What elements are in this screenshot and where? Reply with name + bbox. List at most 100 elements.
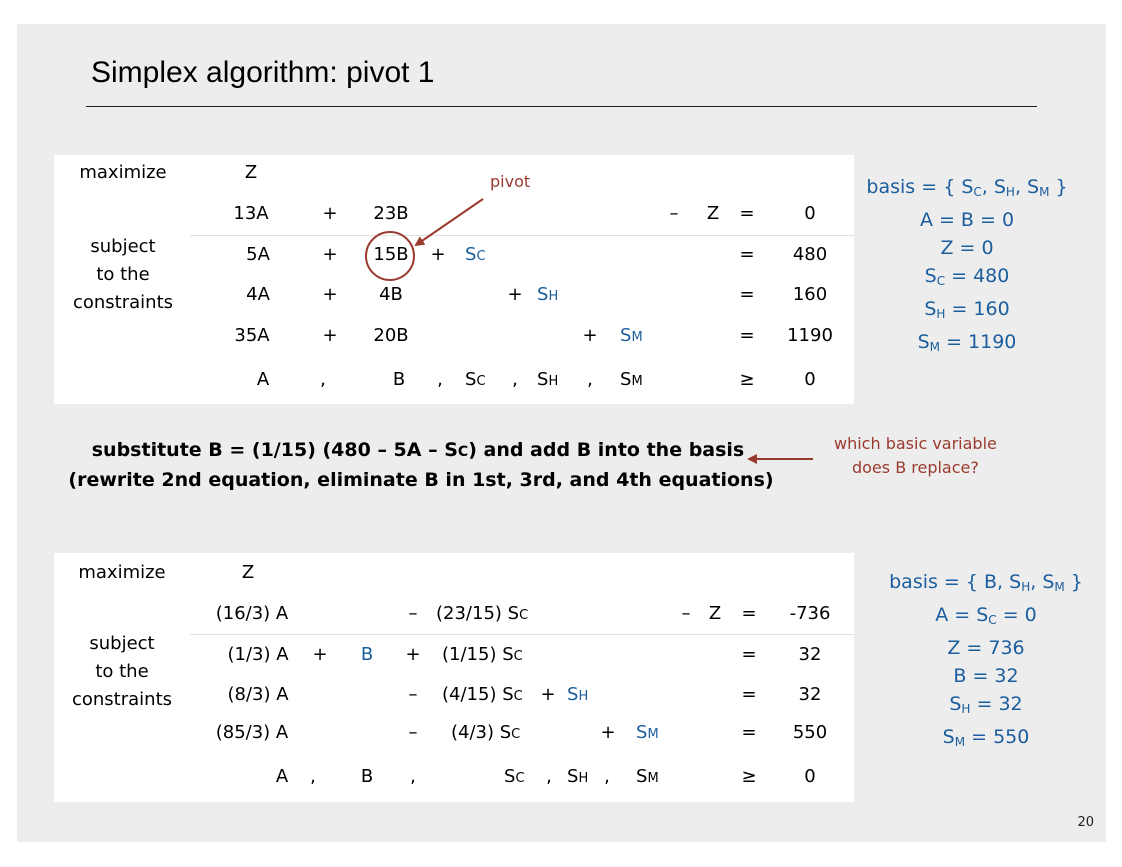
nn2-sm: SM: [636, 766, 659, 787]
nn-a: A: [256, 369, 270, 390]
pivot-arrow: [414, 198, 484, 247]
nn-comma4: ,: [587, 369, 593, 390]
obj-rhs: 0: [804, 203, 816, 224]
obj2-minus: –: [408, 603, 418, 624]
nn2-comma1: ,: [310, 766, 316, 787]
c1-eq: =: [739, 244, 755, 265]
c1b-plus: +: [312, 644, 328, 665]
constraints-label: subject to the constraints: [72, 236, 174, 313]
sm-value-after: SM = 550: [942, 726, 1030, 749]
c2b-plus: +: [540, 684, 556, 705]
c1b-term-b: B: [360, 644, 374, 665]
title-rule: [86, 106, 1037, 107]
nn-comma1: ,: [320, 369, 326, 390]
nn-sm: SM: [620, 369, 643, 390]
c3-rhs: 1190: [787, 325, 833, 346]
obj2-term-a: (16/3) A: [215, 603, 289, 624]
nn-rhs: 0: [804, 369, 816, 390]
sh-value-before: SH = 160: [924, 298, 1010, 321]
nonbasic-values-after: A = SC = 0: [935, 604, 1037, 627]
c3b-rhs: 550: [792, 722, 828, 743]
c1b-eq: =: [741, 644, 757, 665]
nn-ge: ≥: [739, 369, 755, 390]
maximize-label: maximize: [79, 162, 167, 183]
c2b-term-sc: (4/15) SC: [442, 684, 523, 705]
c3b-minus: –: [408, 722, 418, 743]
c1-slack-sc: SC: [465, 244, 486, 265]
pivot-label: pivot: [490, 172, 531, 191]
page-number: 20: [1077, 815, 1094, 830]
c2-plus: +: [322, 284, 338, 305]
c2b-slack-sh: SH: [567, 684, 589, 705]
c2b-rhs: 32: [798, 684, 822, 705]
nn2-ge: ≥: [741, 766, 757, 787]
sh-value-after: SH = 32: [949, 693, 1023, 716]
c3-slack-sm: SM: [620, 325, 643, 346]
slide-title: Simplex algorithm: pivot 1: [91, 56, 435, 89]
c3b-eq: =: [741, 722, 757, 743]
c2-term-b: 4B: [379, 284, 403, 305]
nn2-sh: SH: [567, 766, 589, 787]
basis-before: basis = { SC, SH, SM }: [866, 176, 1068, 199]
obj2-eq: =: [741, 603, 757, 624]
nn-sc: SC: [465, 369, 486, 390]
objective-z-2: Z: [241, 562, 255, 583]
c2b-term-a: (8/3) A: [227, 684, 289, 705]
obj-eq: =: [739, 203, 755, 224]
obj-minus: –: [669, 203, 679, 224]
sm-value-before: SM = 1190: [917, 331, 1017, 354]
c3b-term-sc: (4/3) SC: [451, 722, 521, 743]
constraints-label-2: subject to the constraints: [71, 633, 173, 710]
lp-system-after: [54, 553, 854, 802]
obj-term-b: 23B: [373, 203, 409, 224]
obj2-minus-z: –: [681, 603, 691, 624]
maximize-label-2: maximize: [78, 562, 166, 583]
nn-comma3: ,: [512, 369, 518, 390]
c2-rhs: 160: [792, 284, 828, 305]
b-value-after: B = 32: [953, 665, 1019, 687]
c1b-rhs: 32: [798, 644, 822, 665]
c3-term-b: 20B: [373, 325, 409, 346]
substitute-step: substitute B = (1/15) (480 – 5A – SC) an…: [91, 439, 745, 461]
nn2-comma2: ,: [410, 766, 416, 787]
c1b-term-a: (1/3) A: [227, 644, 289, 665]
objective-separator-2: [190, 634, 854, 635]
c3b-slack-sm: SM: [636, 722, 659, 743]
nn-comma2: ,: [437, 369, 443, 390]
z-value-after: Z = 736: [947, 637, 1025, 659]
sc-value-before: SC = 480: [924, 265, 1010, 288]
c3b-plus: +: [600, 722, 616, 743]
c3-plus2: +: [582, 325, 598, 346]
objective-z: Z: [244, 162, 258, 183]
nn2-sc: SC: [504, 766, 525, 787]
objective-separator: [190, 235, 854, 236]
obj-z: Z: [706, 203, 720, 224]
obj2-rhs: -736: [789, 603, 831, 624]
nn-sh: SH: [537, 369, 559, 390]
basis-after: basis = { B, SH, SM }: [889, 571, 1083, 594]
obj-term-a: 13A: [233, 203, 269, 224]
c1b-plus2: +: [405, 644, 421, 665]
z-value-before: Z = 0: [940, 237, 994, 259]
nn2-comma3: ,: [546, 766, 552, 787]
nonbasic-values-before: A = B = 0: [919, 209, 1015, 231]
leaving-variable-question: which basic variable does B replace?: [834, 434, 997, 477]
c1-term-b-pivot: 15B: [373, 244, 409, 265]
obj2-z: Z: [708, 603, 722, 624]
nn2-rhs: 0: [804, 766, 816, 787]
pivot-circle: [365, 231, 415, 281]
nn2-b: B: [360, 766, 374, 787]
nn-b: B: [392, 369, 406, 390]
c3-eq: =: [739, 325, 755, 346]
nn2-comma4: ,: [604, 766, 610, 787]
c1-plus: +: [322, 244, 338, 265]
c2b-minus: –: [408, 684, 418, 705]
rewrite-step: (rewrite 2nd equation, eliminate B in 1s…: [68, 469, 774, 491]
c2-term-a: 4A: [246, 284, 270, 305]
c1-term-a: 5A: [246, 244, 270, 265]
nn2-a: A: [275, 766, 289, 787]
c2-plus2: +: [507, 284, 523, 305]
obj2-term-sc: (23/15) SC: [436, 603, 529, 624]
c2-eq: =: [739, 284, 755, 305]
